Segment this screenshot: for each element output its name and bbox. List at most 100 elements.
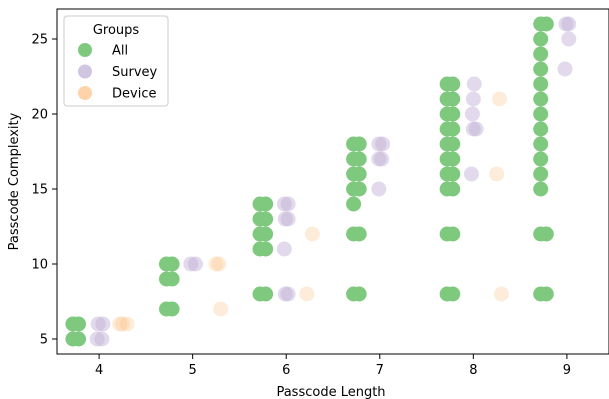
data-point [183, 256, 199, 272]
y-tick-label: 10 [31, 258, 48, 273]
legend-marker [78, 86, 92, 100]
data-point [445, 226, 461, 242]
series-device [112, 91, 509, 332]
data-point [465, 91, 481, 107]
data-point [351, 226, 367, 242]
data-point [533, 106, 549, 122]
data-point [119, 316, 135, 332]
data-point [466, 76, 482, 92]
data-point [445, 181, 461, 197]
data-point [258, 286, 274, 302]
data-point [538, 226, 554, 242]
data-point [558, 16, 574, 32]
data-point [280, 286, 296, 302]
data-point [187, 256, 203, 272]
data-point [164, 301, 180, 317]
data-point [538, 286, 554, 302]
data-point [533, 151, 549, 167]
data-point [533, 61, 549, 77]
data-point [533, 121, 549, 137]
data-point [211, 256, 227, 272]
data-point [375, 136, 391, 152]
data-point [276, 196, 292, 212]
data-point [445, 136, 461, 152]
x-tick-label: 6 [282, 363, 290, 378]
data-points [65, 16, 577, 347]
data-point [371, 151, 387, 167]
data-point [533, 31, 549, 47]
legend-label: All [112, 44, 128, 59]
data-point [538, 16, 554, 32]
data-point [445, 166, 461, 182]
data-point [351, 286, 367, 302]
data-point [463, 166, 479, 182]
data-point [533, 166, 549, 182]
data-point [533, 136, 549, 152]
y-tick-label: 20 [31, 108, 48, 123]
x-tick-label: 8 [469, 363, 477, 378]
data-point [445, 91, 461, 107]
data-point [71, 316, 87, 332]
data-point [371, 136, 387, 152]
data-point [557, 61, 573, 77]
data-point [445, 76, 461, 92]
data-point [464, 106, 480, 122]
data-point [533, 181, 549, 197]
legend-label: Device [112, 87, 156, 102]
data-point [561, 31, 577, 47]
data-point [280, 211, 296, 227]
series-all [65, 16, 554, 347]
y-axis-title: Passcode Complexity [7, 112, 22, 250]
data-point [280, 196, 296, 212]
data-point [351, 151, 367, 167]
x-axis-title: Passcode Length [276, 385, 385, 399]
data-point [89, 331, 105, 347]
data-point [465, 121, 481, 137]
data-point [445, 121, 461, 137]
data-point [114, 316, 130, 332]
x-tick-label: 5 [189, 363, 197, 378]
data-point [90, 316, 106, 332]
legend-title: Groups [93, 23, 140, 38]
data-point [258, 226, 274, 242]
series-survey [89, 16, 577, 347]
y-tick-label: 25 [31, 33, 48, 48]
legend: Groups All Survey Device [63, 15, 169, 107]
data-point [492, 91, 508, 107]
data-point [533, 46, 549, 62]
legend-marker [78, 43, 92, 57]
data-point [277, 286, 293, 302]
data-point [71, 331, 87, 347]
y-tick-label: 5 [40, 333, 48, 348]
data-point [304, 226, 320, 242]
data-point [489, 166, 505, 182]
x-tick-label: 4 [95, 363, 103, 378]
data-point [371, 181, 387, 197]
data-point [95, 316, 111, 332]
data-point [351, 166, 367, 182]
data-point [94, 331, 110, 347]
data-point [213, 301, 229, 317]
legend-label: Survey [112, 65, 158, 80]
data-point [468, 121, 484, 137]
data-point [445, 151, 461, 167]
x-tick-label: 7 [376, 363, 384, 378]
data-point [299, 286, 315, 302]
data-point [374, 151, 390, 167]
data-point [277, 211, 293, 227]
data-point [493, 286, 509, 302]
data-point [258, 211, 274, 227]
data-point [533, 91, 549, 107]
plot-frame [56, 8, 609, 355]
legend-marker [78, 64, 92, 79]
data-point [112, 316, 128, 332]
data-point [208, 256, 224, 272]
data-point [351, 136, 367, 152]
data-point [445, 286, 461, 302]
data-point [346, 196, 362, 212]
legend-box [63, 15, 169, 107]
data-point [533, 76, 549, 92]
data-point [351, 181, 367, 197]
